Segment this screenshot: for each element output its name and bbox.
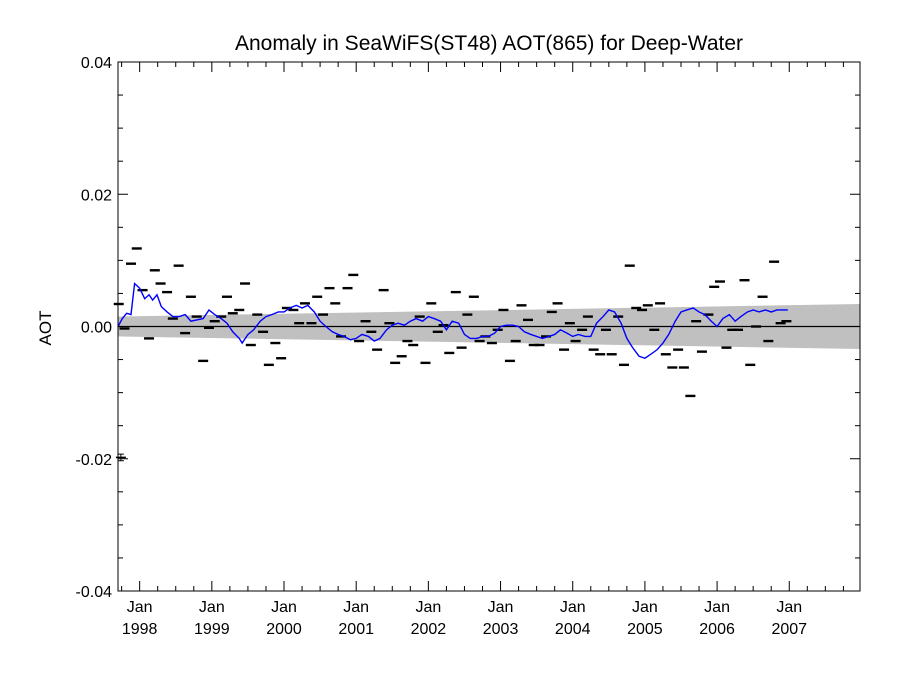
x-tick-label-month: Jan xyxy=(776,599,802,616)
x-tick-label-year: 2007 xyxy=(771,621,807,638)
x-tick-label-year: 2002 xyxy=(411,621,447,638)
x-tick-label-month: Jan xyxy=(488,599,514,616)
x-tick-label-year: 2006 xyxy=(699,621,735,638)
x-tick-label-month: Jan xyxy=(271,599,297,616)
plot-area xyxy=(113,247,860,462)
y-tick-label: -0.04 xyxy=(76,584,113,601)
y-tick-label: 0.00 xyxy=(81,320,112,337)
x-tick-label-month: Jan xyxy=(560,599,586,616)
x-tick-label-month: Jan xyxy=(343,599,369,616)
x-tick-label-month: Jan xyxy=(704,599,730,616)
chart-title: Anomaly in SeaWiFS(ST48) AOT(865) for De… xyxy=(235,32,743,55)
x-tick-label-year: 2001 xyxy=(338,621,374,638)
y-tick-label: 0.04 xyxy=(81,55,112,72)
y-tick-label: 0.02 xyxy=(81,187,112,204)
x-tick-label-month: Jan xyxy=(632,599,658,616)
x-tick-label-year: 2005 xyxy=(627,621,663,638)
x-tick-label-month: Jan xyxy=(199,599,225,616)
axes: -0.04 -0.02 0.00 0.02 0.04 Jan 1998 Jan 1999 Jan 2… xyxy=(76,55,861,638)
x-tick-label-month: Jan xyxy=(127,599,153,616)
y-tick-label: -0.02 xyxy=(76,452,113,469)
x-tick-label-year: 1998 xyxy=(122,621,158,638)
x-tick-label-year: 1999 xyxy=(194,621,230,638)
smoothed-anomaly-line xyxy=(117,282,788,360)
y-axis-label: AOT xyxy=(36,311,55,346)
x-tick-label-year: 2000 xyxy=(266,621,302,638)
x-tick-label-year: 2004 xyxy=(555,621,591,638)
x-tick-label-month: Jan xyxy=(415,599,441,616)
x-tick-label-year: 2003 xyxy=(483,621,519,638)
